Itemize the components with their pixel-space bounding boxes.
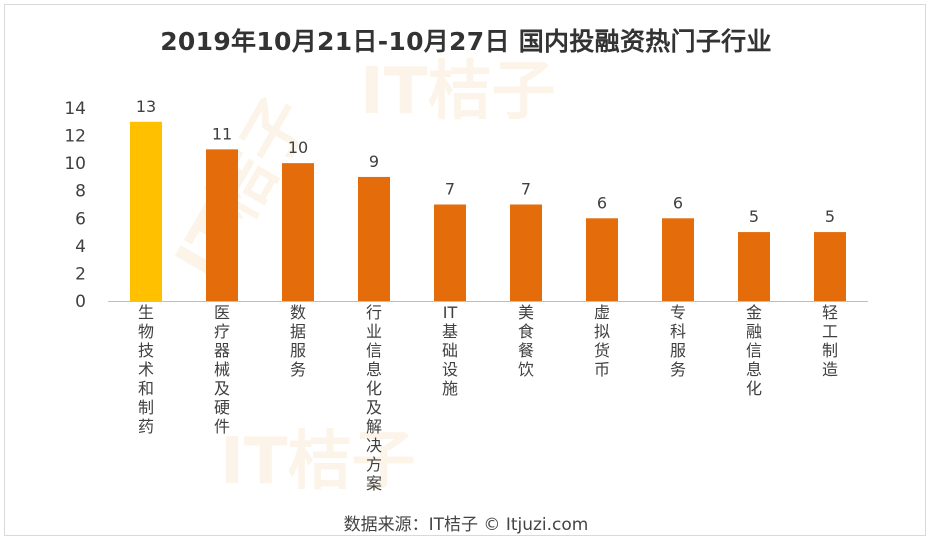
category-label: 金融信息化	[746, 303, 762, 398]
y-tick-label: 2	[75, 264, 86, 284]
data-label: 6	[597, 193, 607, 212]
data-label: 11	[212, 124, 232, 143]
bar	[586, 218, 618, 301]
category-label: 生物技术和制药	[138, 303, 154, 436]
y-tick-label: 14	[64, 99, 86, 119]
data-label: 10	[288, 138, 308, 157]
y-tick-label: 6	[75, 209, 86, 229]
data-label: 6	[673, 193, 683, 212]
data-label: 5	[825, 207, 835, 226]
bar	[814, 232, 846, 301]
y-tick-label: 4	[75, 237, 86, 257]
data-label: 5	[749, 207, 759, 226]
y-tick-label: 12	[64, 127, 86, 147]
bar	[738, 232, 770, 301]
y-tick-label: 10	[64, 154, 86, 174]
bar	[130, 121, 162, 302]
category-label: 美食餐饮	[518, 303, 534, 379]
bar	[358, 176, 390, 301]
chart-title: 2019年10月21日-10月27日 国内投融资热门子行业	[160, 27, 772, 56]
bar	[662, 218, 694, 301]
category-label: 行业信息化及解决方案	[366, 303, 382, 493]
category-label: IT 基础设施	[442, 303, 458, 398]
data-label: 13	[136, 97, 156, 116]
y-tick-label: 0	[75, 292, 86, 312]
bar	[434, 204, 466, 301]
category-label: 轻工制造	[822, 303, 838, 379]
bar	[282, 163, 314, 301]
y-tick-label: 8	[75, 182, 86, 202]
category-label: 数据服务	[290, 303, 306, 379]
category-label: 虚拟货币	[594, 303, 610, 379]
bar	[510, 204, 542, 301]
data-label: 7	[521, 180, 531, 199]
data-source-note: 数据来源：IT桔子 © Itjuzi.com	[343, 515, 589, 535]
data-label: 9	[369, 152, 379, 171]
category-label: 医疗器械及硬件	[214, 303, 230, 436]
bar	[206, 149, 238, 301]
category-label: 专科服务	[670, 303, 686, 379]
data-label: 7	[445, 180, 455, 199]
